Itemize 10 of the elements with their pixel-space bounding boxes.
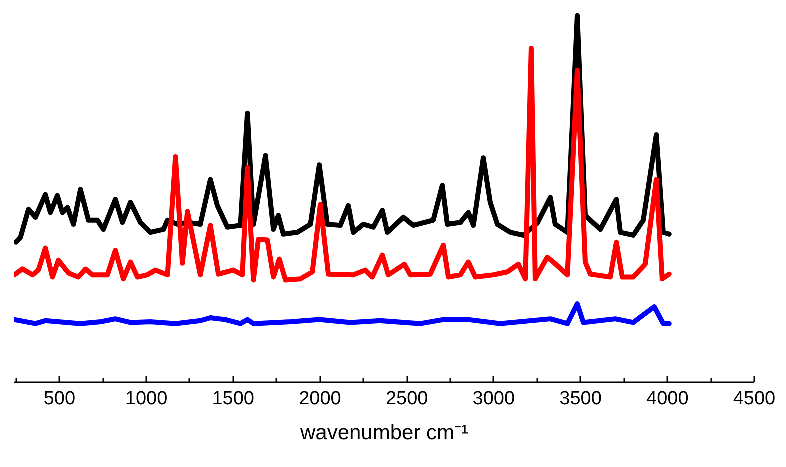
x-axis-title: wavenumber cm⁻¹ xyxy=(299,422,469,444)
x-tick-label: 3500 xyxy=(560,388,602,410)
x-tick-label: 1000 xyxy=(125,388,168,410)
x-tick-label: 2000 xyxy=(299,388,342,410)
x-tick-label: 500 xyxy=(44,388,76,410)
x-tick-label: 4000 xyxy=(646,388,689,410)
x-tick-label: 3000 xyxy=(472,388,516,410)
x-tick-label: 4500 xyxy=(733,388,776,410)
x-tick-label: 1500 xyxy=(212,388,255,410)
x-tick-label: 2500 xyxy=(386,388,428,410)
